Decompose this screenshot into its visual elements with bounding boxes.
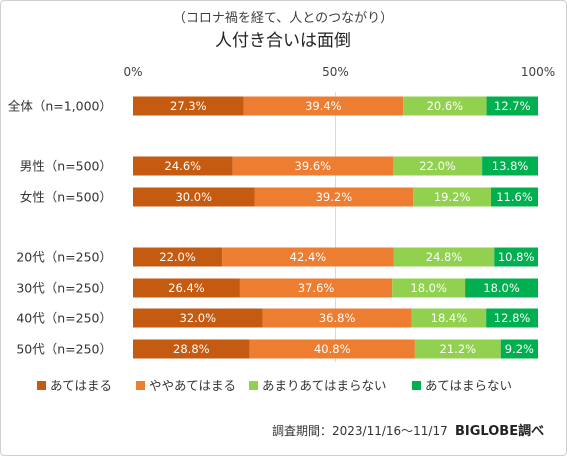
- legend-label: あてはまらない: [425, 378, 512, 393]
- bar-value-label: 30.0%: [175, 190, 212, 204]
- bar-segment: [232, 156, 394, 176]
- bar-segment: [133, 156, 233, 176]
- category-label: 20代（n=250）: [16, 250, 112, 265]
- bar-segment: [262, 308, 412, 328]
- bar-value-label: 32.0%: [180, 311, 217, 325]
- bar-segment: [414, 339, 501, 359]
- bar-value-label: 26.4%: [168, 281, 205, 295]
- bar-segment: [254, 187, 414, 207]
- bar-segment: [403, 96, 487, 116]
- chart-title: 人付き合いは面倒: [215, 31, 351, 51]
- bar-segment: [486, 308, 538, 328]
- legend: あてはまる ややあてはまる あまりあてはまらない あてはまらない: [37, 378, 512, 393]
- legend-swatch: [249, 381, 258, 390]
- bar-segment: [465, 278, 538, 298]
- category-label: 50代（n=250）: [16, 342, 112, 357]
- bar-value-label: 12.8%: [494, 311, 531, 325]
- bar-segment: [239, 278, 393, 298]
- bar-value-label: 9.2%: [505, 342, 534, 356]
- bar-segment: [133, 339, 250, 359]
- bar-value-label: 28.8%: [173, 342, 210, 356]
- survey-period-note: 調査期間：2023/11/16～11/17: [272, 424, 448, 438]
- bar-value-label: 22.0%: [419, 159, 456, 173]
- bar-value-label: 20.6%: [427, 99, 464, 113]
- bar-value-label: 21.2%: [440, 342, 477, 356]
- bar-value-label: 39.2%: [316, 190, 353, 204]
- bar-value-label: 36.8%: [319, 311, 356, 325]
- bar-value-label: 12.7%: [494, 99, 531, 113]
- bar-segment: [494, 247, 538, 267]
- bar-segment: [411, 308, 487, 328]
- bar-segment: [133, 247, 223, 267]
- legend-swatch: [136, 381, 145, 390]
- bar-value-label: 24.6%: [165, 159, 202, 173]
- category-labels: 全体（n=1,000） 男性（n=500） 女性（n=500） 20代（n=250） 3…: [8, 99, 112, 357]
- bar-value-label: 39.4%: [305, 99, 342, 113]
- bar-value-label: 19.2%: [434, 190, 471, 204]
- bar-segment: [133, 278, 240, 298]
- bar-segment: [486, 96, 538, 116]
- bar-value-label: 42.4%: [290, 250, 327, 264]
- bar-segment: [243, 96, 404, 116]
- legend-swatch: [37, 381, 46, 390]
- chart-subtitle: （コロナ禍を経て、人とのつながり）: [173, 10, 393, 26]
- bar-segment: [491, 187, 538, 207]
- bar-segment: [133, 187, 255, 207]
- x-axis-ticks: 0% 50% 100%: [123, 65, 555, 79]
- legend-swatch: [412, 381, 421, 390]
- bar-value-label: 24.8%: [426, 250, 463, 264]
- category-label: 女性（n=500）: [20, 190, 112, 205]
- source-brand: BIGLOBE調べ: [455, 423, 544, 439]
- bar-value-label: 18.4%: [431, 311, 468, 325]
- bar-segment: [249, 339, 415, 359]
- x-tick-label: 100%: [521, 65, 555, 79]
- bar-value-label: 27.3%: [170, 99, 207, 113]
- bar-segment: [392, 278, 466, 298]
- category-label: 全体（n=1,000）: [8, 99, 112, 114]
- bar-value-label: 18.0%: [483, 281, 520, 295]
- legend-label: あまりあてはまらない: [262, 378, 387, 393]
- bar-segment: [222, 247, 394, 267]
- bar-value-label: 11.6%: [496, 190, 533, 204]
- bar-segment: [413, 187, 492, 207]
- legend-label: あてはまる: [50, 378, 112, 393]
- category-label: 男性（n=500）: [20, 159, 112, 174]
- bar-segment: [133, 96, 244, 116]
- bar-value-label: 37.6%: [298, 281, 335, 295]
- legend-label: ややあてはまる: [149, 378, 236, 393]
- bar-value-label: 18.0%: [410, 281, 447, 295]
- bar-segment: [482, 156, 538, 176]
- category-label: 40代（n=250）: [16, 311, 112, 326]
- bar-value-label: 13.8%: [492, 159, 529, 173]
- x-tick-label: 50%: [322, 65, 349, 79]
- bar-value-label: 39.6%: [295, 159, 332, 173]
- category-label: 30代（n=250）: [16, 281, 112, 296]
- bar-value-label: 22.0%: [159, 250, 196, 264]
- bar-segment: [500, 339, 538, 359]
- bar-segment: [393, 247, 495, 267]
- bars: 27.3% 39.4% 20.6% 12.7% 24.6% 39.6% 22.0% 13.8%…: [133, 96, 538, 359]
- bar-segment: [133, 308, 263, 328]
- bar-value-label: 10.8%: [498, 250, 535, 264]
- bar-value-label: 40.8%: [314, 342, 351, 356]
- bar-segment: [393, 156, 483, 176]
- x-tick-label: 0%: [123, 65, 142, 79]
